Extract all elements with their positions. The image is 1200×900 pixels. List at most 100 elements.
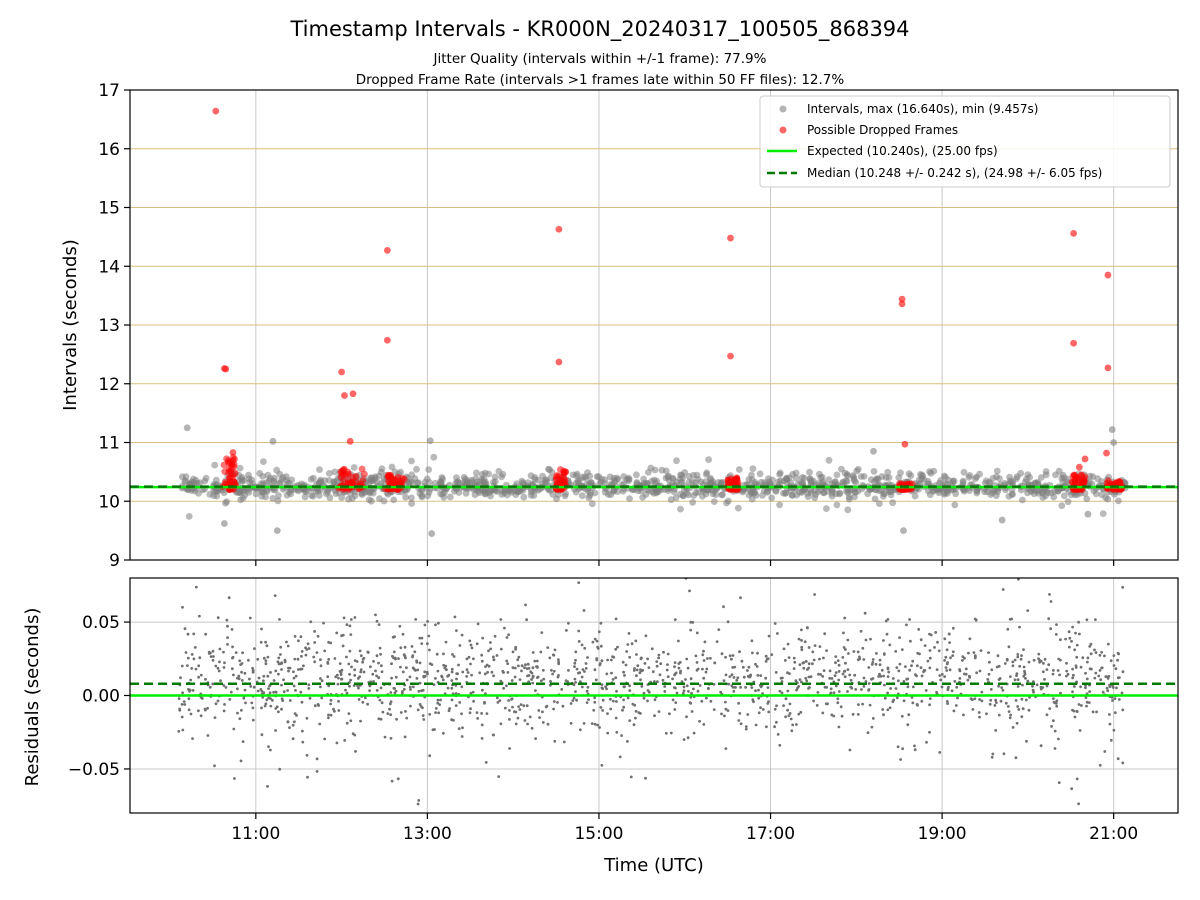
residual-point [526,722,529,726]
residual-point [569,702,573,705]
residual-point [920,699,924,703]
residual-point [864,638,868,642]
interval-point [785,474,793,482]
residual-point [333,709,336,713]
residual-point [327,716,330,720]
residual-point [633,703,637,707]
residual-point [434,677,437,680]
residual-point [410,645,414,648]
residual-point [1068,645,1071,649]
interval-point [260,480,267,487]
dropped-frame-point [394,473,402,481]
residual-point [692,731,696,735]
interval-point [260,458,267,465]
residual-point [465,675,469,678]
residual-point [186,664,189,667]
residual-point [1001,688,1005,692]
interval-point [1064,498,1072,506]
residual-point [874,662,878,666]
residual-point [265,698,269,702]
residual-point [1064,637,1067,641]
residual-point [408,675,412,679]
residual-point [786,642,790,646]
residual-point [682,738,686,741]
residual-point [253,647,256,650]
interval-point [542,476,550,484]
residual-point [775,704,778,708]
residual-point [380,670,384,674]
residual-point [816,691,820,694]
residual-point [198,656,202,660]
residual-point [189,678,193,682]
residual-point [189,712,193,716]
residual-point [590,722,594,725]
residual-point [677,666,681,670]
residual-point [434,623,437,627]
residual-point [396,777,400,781]
residual-point [1057,781,1061,784]
interval-point [377,468,385,476]
residual-point [292,676,296,680]
residual-point [653,714,656,718]
residual-point [673,665,676,669]
residual-point [746,713,750,716]
residual-point [866,731,870,735]
residual-point [562,740,566,744]
interval-point [930,467,938,475]
residual-point [1048,593,1051,596]
residual-point [306,775,309,779]
residual-point [1058,673,1061,677]
residual-point [503,626,506,630]
residual-point [1048,707,1052,710]
residual-point [510,698,513,701]
residual-point [546,646,550,649]
residual-point [1108,713,1111,716]
residual-point [222,684,226,687]
residual-point [264,662,268,666]
residual-point [989,688,993,691]
residual-point [799,710,803,714]
residual-point [315,770,319,773]
residual-point [682,689,686,693]
legend: Intervals, max (16.640s), min (9.457s) P… [759,95,1171,188]
residual-point [538,716,541,719]
dropped-frame-point [386,472,393,479]
residual-point [409,688,412,691]
residual-point [1011,660,1015,664]
residual-point [251,666,255,670]
residual-point [626,643,630,646]
interval-point [1090,487,1098,495]
residual-point [735,678,739,682]
interval-point [650,476,658,484]
residual-point [353,668,357,672]
residual-point [388,702,392,706]
residual-point [598,662,602,665]
residual-point [402,687,406,691]
residual-point [335,673,339,677]
residual-point [737,701,740,705]
residual-point [468,711,472,715]
residual-point [1095,710,1098,714]
residual-point [951,626,955,630]
residual-point [248,677,251,681]
residual-point [846,668,850,671]
residual-point [240,708,243,712]
residual-point [689,628,693,632]
residual-point [679,671,682,675]
residual-point [455,677,458,681]
dropped-frame-point [383,246,391,254]
residual-point [671,677,674,681]
residual-point [673,672,677,676]
residual-point [262,656,266,660]
residual-point [288,699,292,702]
residual-point [279,653,282,656]
interval-point [573,470,581,478]
residual-point [643,662,647,665]
residual-point [908,668,912,672]
residual-point [380,701,384,705]
interval-point [1108,426,1116,433]
residual-point [788,702,792,706]
residual-point [800,628,803,632]
residual-point [789,717,793,721]
